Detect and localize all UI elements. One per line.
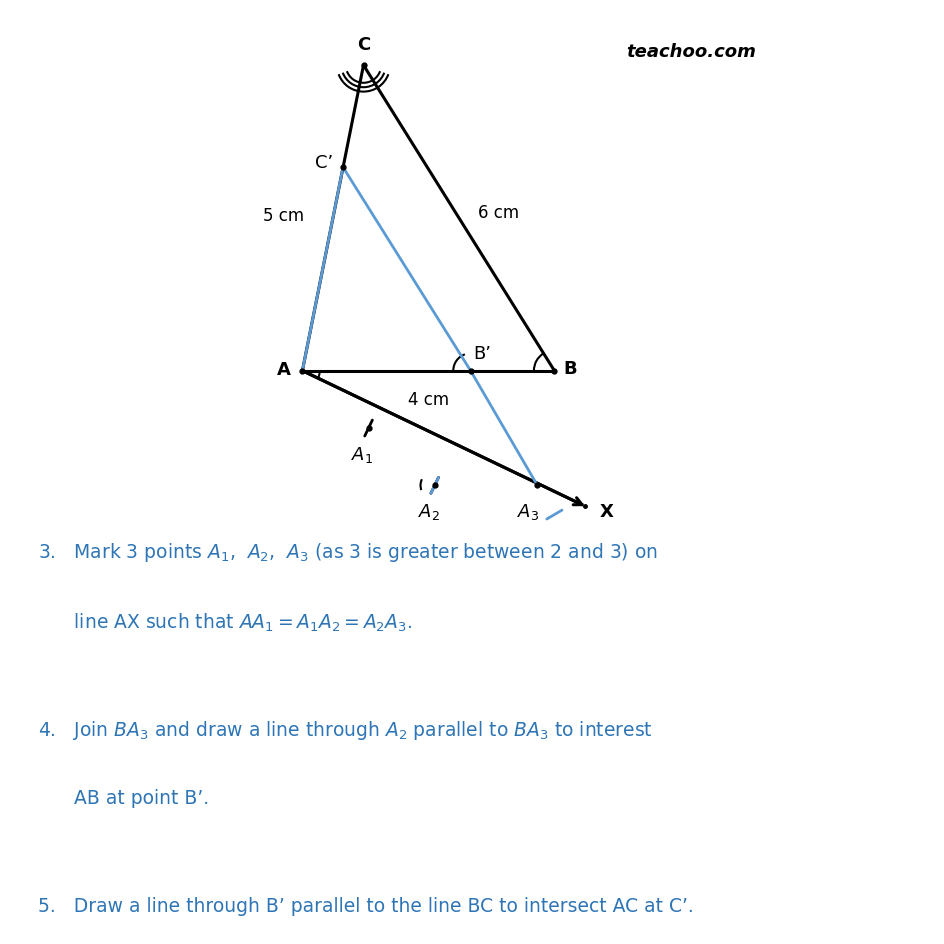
Text: 4.   Join $BA_3$ and draw a line through $A_2$ parallel to $BA_3$ to interest: 4. Join $BA_3$ and draw a line through $… [38, 718, 651, 741]
Text: X: X [598, 503, 613, 521]
Text: 5 cm: 5 cm [263, 207, 304, 225]
Text: 3.   Mark 3 points $A_1$,  $A_2$,  $A_3$ (as 3 is greater between 2 and 3) on: 3. Mark 3 points $A_1$, $A_2$, $A_3$ (as… [38, 541, 657, 564]
Text: A: A [277, 361, 291, 379]
Text: $A_1$: $A_1$ [351, 445, 373, 464]
Text: teachoo.com: teachoo.com [626, 42, 755, 60]
Text: B: B [564, 360, 577, 378]
Text: 4 cm: 4 cm [408, 390, 448, 408]
Text: 5.   Draw a line through B’ parallel to the line BC to intersect AC at C’.: 5. Draw a line through B’ parallel to th… [38, 896, 693, 915]
Text: $A_3$: $A_3$ [516, 501, 539, 521]
Text: 6 cm: 6 cm [478, 203, 518, 222]
Text: C: C [357, 36, 370, 54]
Text: B’: B’ [473, 345, 491, 362]
Text: AB at point B’.: AB at point B’. [38, 788, 209, 807]
Text: line AX such that $AA_1 = A_1A_2 = A_2A_3$.: line AX such that $AA_1 = A_1A_2 = A_2A_… [38, 611, 412, 633]
Text: C’: C’ [315, 154, 333, 172]
Text: $A_2$: $A_2$ [417, 501, 439, 521]
